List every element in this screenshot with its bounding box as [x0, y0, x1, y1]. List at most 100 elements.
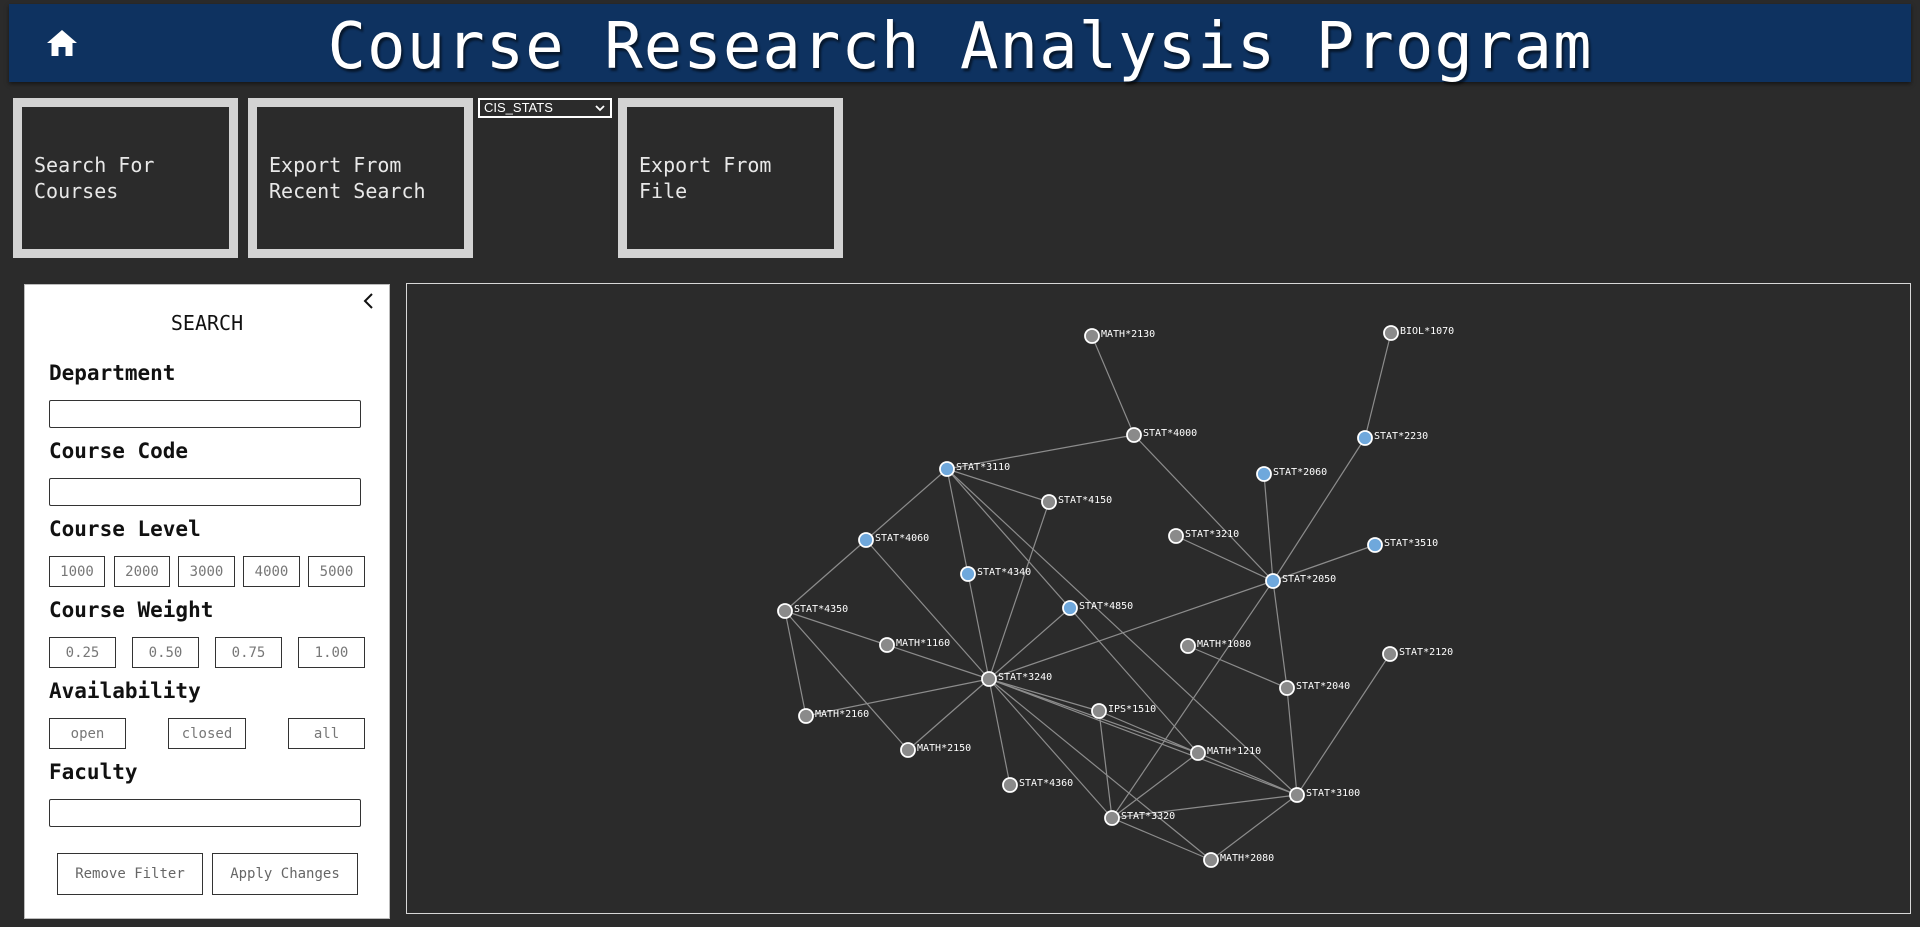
level-2000-button[interactable]: 2000	[114, 556, 170, 587]
graph-node[interactable]: MATH*2130	[1084, 328, 1155, 344]
graph-node[interactable]: STAT*4060	[858, 532, 929, 548]
level-3000-button[interactable]: 3000	[178, 556, 235, 587]
level-5000-button[interactable]: 5000	[308, 556, 365, 587]
weight-0-25-button[interactable]: 0.25	[49, 637, 116, 668]
graph-node-circle[interactable]	[777, 603, 793, 619]
graph-node[interactable]: STAT*3510	[1367, 537, 1438, 553]
apply-changes-button[interactable]: Apply Changes	[212, 853, 358, 895]
graph-node-circle[interactable]	[981, 671, 997, 687]
graph-node-circle[interactable]	[939, 461, 955, 477]
graph-edge	[946, 468, 1298, 796]
graph-node[interactable]: STAT*4350	[777, 603, 848, 619]
remove-filter-button[interactable]: Remove Filter	[57, 853, 203, 895]
graph-node-circle[interactable]	[1002, 777, 1018, 793]
graph-edge	[1175, 535, 1274, 582]
graph-node[interactable]: STAT*4000	[1126, 427, 1197, 443]
graph-node[interactable]: STAT*4850	[1062, 600, 1133, 616]
search-panel-title: SEARCH	[170, 311, 244, 335]
course-level-label: Course Level	[49, 517, 201, 541]
weight-0-50-button[interactable]: 0.50	[132, 637, 199, 668]
course-code-input[interactable]	[49, 478, 361, 506]
graph-edge	[1133, 434, 1274, 582]
graph-node-circle[interactable]	[1279, 680, 1295, 696]
graph-node-circle[interactable]	[879, 637, 895, 653]
graph-node[interactable]: STAT*4150	[1041, 494, 1112, 510]
graph-node[interactable]: STAT*4340	[960, 566, 1031, 582]
graph-node[interactable]: STAT*3240	[981, 671, 1052, 687]
graph-node-label: BIOL*1070	[1400, 326, 1454, 337]
database-select[interactable]: CIS_STATS	[478, 98, 612, 118]
graph-node-label: STAT*4350	[794, 604, 848, 615]
graph-node-circle[interactable]	[798, 708, 814, 724]
graph-node[interactable]: MATH*1210	[1190, 745, 1261, 761]
export-from-file-button[interactable]: Export From File	[618, 98, 843, 258]
graph-edge	[946, 468, 1050, 503]
graph-node-circle[interactable]	[1256, 466, 1272, 482]
export-recent-search-button[interactable]: Export From Recent Search	[248, 98, 473, 258]
weight-1-00-button[interactable]: 1.00	[298, 637, 365, 668]
graph-node[interactable]: BIOL*1070	[1383, 325, 1454, 341]
graph-node[interactable]: STAT*2060	[1256, 466, 1327, 482]
graph-node-circle[interactable]	[1367, 537, 1383, 553]
graph-node-circle[interactable]	[1104, 810, 1120, 826]
search-for-courses-button[interactable]: Search For Courses	[13, 98, 238, 258]
graph-node[interactable]: STAT*2050	[1265, 573, 1336, 589]
graph-node[interactable]: STAT*3110	[939, 461, 1010, 477]
graph-edge	[988, 678, 1113, 819]
graph-node-circle[interactable]	[1265, 573, 1281, 589]
graph-node-circle[interactable]	[1168, 528, 1184, 544]
department-input[interactable]	[49, 400, 361, 428]
department-label: Department	[49, 361, 176, 385]
level-4000-button[interactable]: 4000	[243, 556, 300, 587]
graph-edge	[946, 434, 1135, 470]
graph-node-circle[interactable]	[1084, 328, 1100, 344]
graph-node-circle[interactable]	[960, 566, 976, 582]
home-button[interactable]	[33, 21, 91, 65]
graph-node[interactable]: MATH*1160	[879, 637, 950, 653]
graph-node[interactable]: STAT*3320	[1104, 810, 1175, 826]
graph-node-circle[interactable]	[1190, 745, 1206, 761]
chevron-left-icon[interactable]	[359, 291, 379, 311]
graph-node-circle[interactable]	[1126, 427, 1142, 443]
graph-edge	[988, 580, 1274, 680]
graph-node-circle[interactable]	[858, 532, 874, 548]
graph-edge	[988, 607, 1071, 680]
graph-node[interactable]: MATH*2080	[1203, 852, 1274, 868]
graph-edge	[865, 539, 990, 680]
graph-edge	[1210, 794, 1298, 861]
graph-edges	[784, 332, 1392, 861]
search-panel: SEARCH Department Course Code Course Lev…	[24, 284, 390, 919]
graph-node-label: STAT*3110	[956, 462, 1010, 473]
graph-node-circle[interactable]	[1203, 852, 1219, 868]
graph-edge	[805, 678, 990, 717]
graph-node-circle[interactable]	[1289, 787, 1305, 803]
graph-node[interactable]: MATH*2150	[900, 742, 971, 758]
course-graph[interactable]: MATH*2130 BIOL*1070 STAT*4000 STAT*2230 STAT…	[406, 283, 1911, 914]
graph-node[interactable]: STAT*2040	[1279, 680, 1350, 696]
graph-node[interactable]: MATH*1080	[1180, 638, 1251, 654]
graph-node[interactable]: STAT*3210	[1168, 528, 1239, 544]
availability-all-button[interactable]: all	[288, 718, 365, 749]
graph-node-circle[interactable]	[1357, 430, 1373, 446]
course-graph-svg: MATH*2130 BIOL*1070 STAT*4000 STAT*2230 STAT…	[777, 325, 1454, 868]
availability-closed-button[interactable]: closed	[168, 718, 246, 749]
graph-node-circle[interactable]	[1383, 325, 1399, 341]
faculty-input[interactable]	[49, 799, 361, 827]
graph-node-label: STAT*4360	[1019, 778, 1073, 789]
availability-open-button[interactable]: open	[49, 718, 126, 749]
graph-node-circle[interactable]	[1091, 703, 1107, 719]
graph-node-circle[interactable]	[1180, 638, 1196, 654]
graph-node[interactable]: STAT*2120	[1382, 646, 1453, 662]
graph-node[interactable]: MATH*2160	[798, 708, 869, 724]
weight-0-75-button[interactable]: 0.75	[215, 637, 282, 668]
graph-node-circle[interactable]	[1062, 600, 1078, 616]
home-icon	[47, 30, 77, 56]
graph-node[interactable]: STAT*2230	[1357, 430, 1428, 446]
graph-node-circle[interactable]	[1041, 494, 1057, 510]
graph-node-circle[interactable]	[1382, 646, 1398, 662]
graph-node[interactable]: STAT*3100	[1289, 787, 1360, 803]
graph-node[interactable]: STAT*4360	[1002, 777, 1073, 793]
graph-node-circle[interactable]	[900, 742, 916, 758]
graph-node[interactable]: IPS*1510	[1091, 703, 1156, 719]
level-1000-button[interactable]: 1000	[49, 556, 105, 587]
